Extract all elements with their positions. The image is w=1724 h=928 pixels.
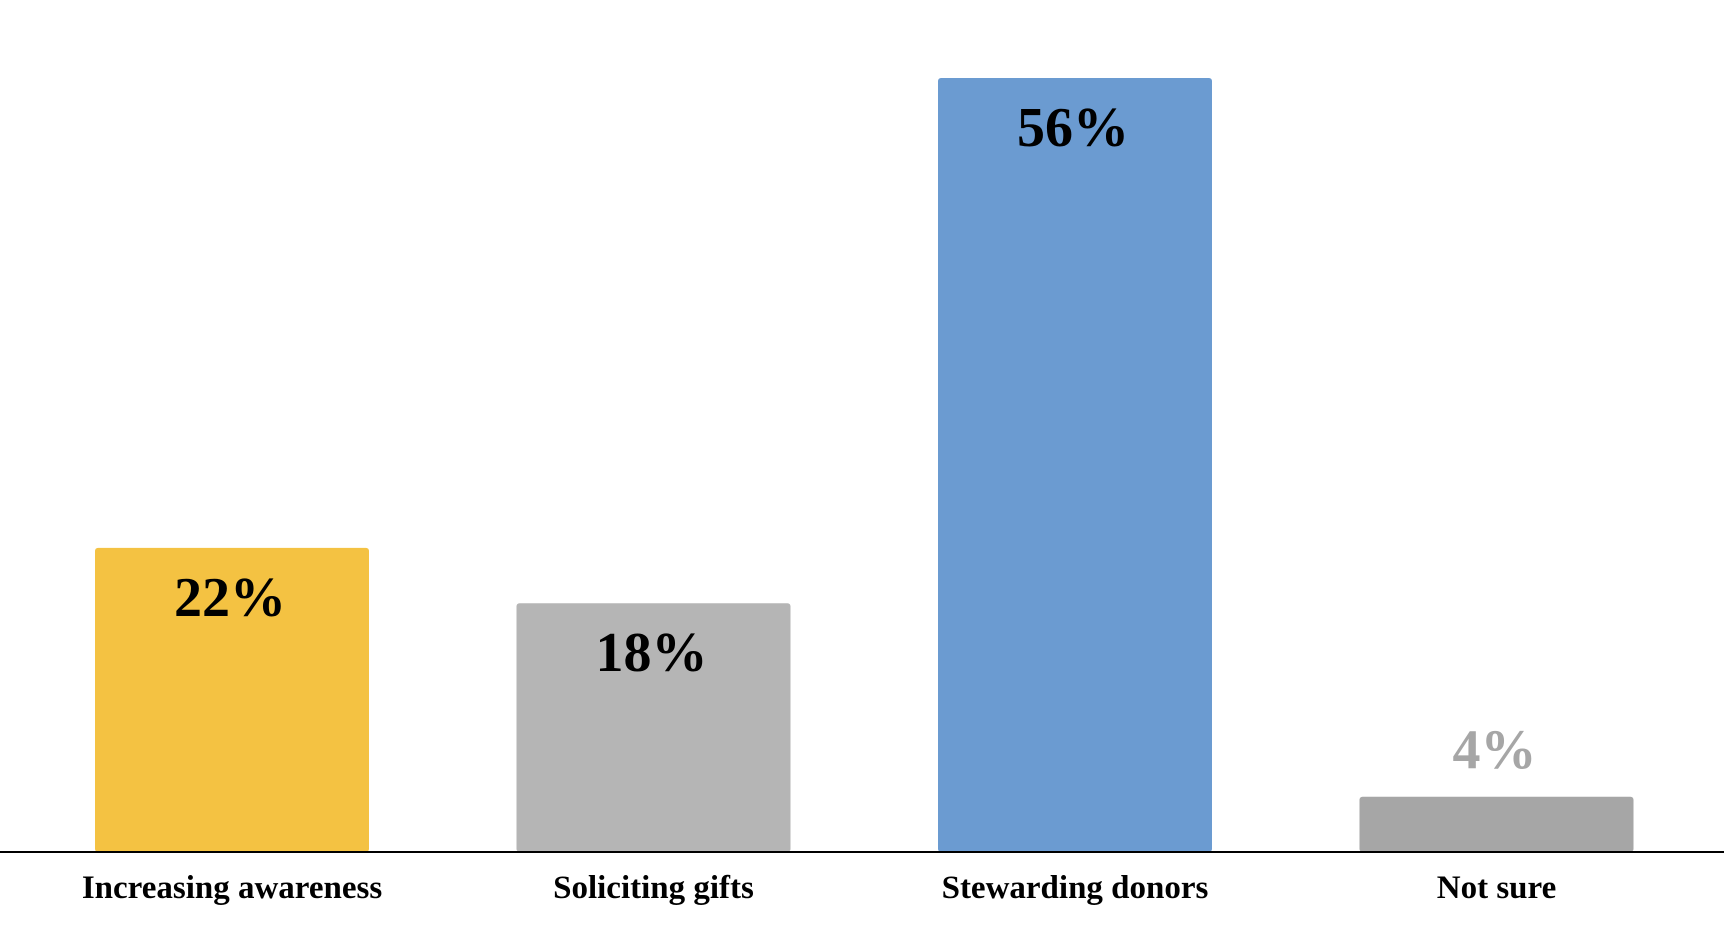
bar-2 xyxy=(516,603,791,852)
value-label-2: 18% xyxy=(596,622,708,684)
category-label-1: Increasing awareness xyxy=(82,870,383,906)
category-label-4: Not sure xyxy=(1437,870,1556,906)
category-label-3: Stewarding donors xyxy=(942,870,1209,906)
value-label-4: 4% xyxy=(1453,720,1537,782)
bar-4 xyxy=(1359,796,1634,852)
bar-1 xyxy=(95,547,369,852)
category-labels-group: Increasing awareness Soliciting gifts Stew… xyxy=(82,870,1556,906)
bar-3 xyxy=(938,78,1212,852)
bars-group xyxy=(95,78,1634,852)
category-label-2: Soliciting gifts xyxy=(553,870,754,906)
value-label-3: 56% xyxy=(1017,97,1129,159)
value-labels-group: 22% 18% 56% 4% xyxy=(174,97,1537,782)
value-label-1: 22% xyxy=(174,567,286,629)
